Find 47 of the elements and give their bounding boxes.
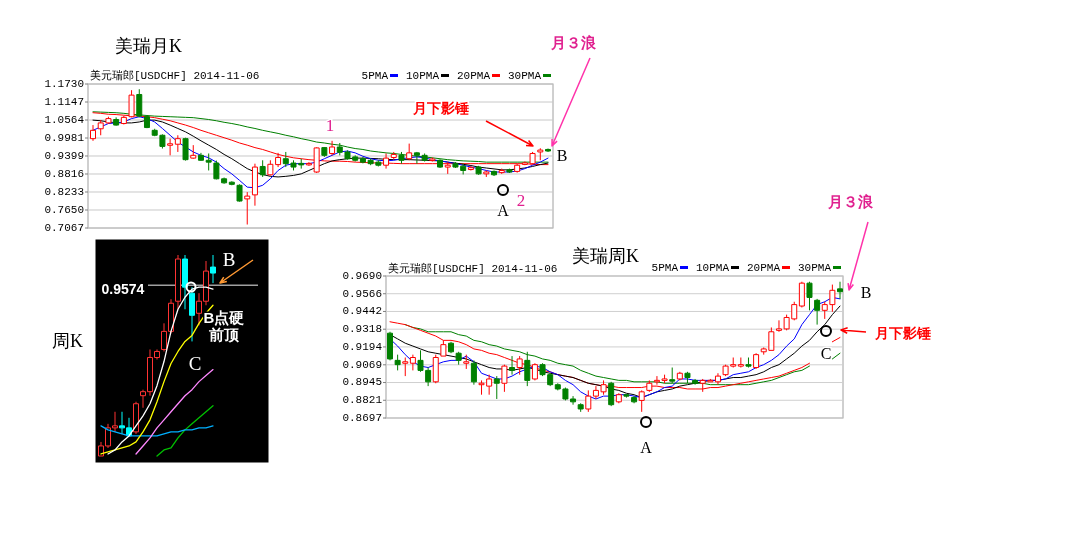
y-tick-label: 0.9981 (44, 131, 85, 144)
chart-title: 美瑞周K (572, 246, 639, 266)
text: 月下影锤 (874, 325, 931, 341)
y-tick-label: 1.1730 (44, 77, 84, 90)
annotation: 2 (516, 191, 526, 210)
legend-label: 5PMA (361, 70, 389, 82)
legend-label: 10PMA (696, 262, 730, 274)
legend-label: 20PMA (747, 262, 781, 274)
y-tick-label: 1.0564 (44, 113, 85, 126)
y-tick-label: 0.9566 (342, 287, 382, 300)
annotation: A (497, 202, 510, 219)
y-tick-label: 0.7067 (44, 221, 84, 234)
y-tick-label: 0.9318 (342, 323, 382, 336)
y-tick-label: 0.7650 (44, 203, 84, 216)
annotation: C (820, 345, 832, 362)
text: 周K (52, 331, 83, 351)
text: 月３浪 (549, 34, 597, 51)
legend-label: 5PMA (651, 262, 679, 274)
y-tick-label: 0.8821 (342, 394, 383, 407)
annotation: 1 (325, 116, 335, 135)
y-tick-label: 0.8945 (342, 376, 382, 389)
y-tick-label: 0.9069 (342, 358, 382, 371)
line-series (92, 116, 549, 189)
chart-subtitle: 美元瑞郎[USDCHF] 2014-11-06 (388, 262, 558, 275)
y-tick-label: 0.9442 (342, 305, 382, 318)
y-tick-label: 0.8697 (342, 411, 382, 424)
y-tick-label: 0.8233 (44, 185, 84, 198)
annotation: B点硬前顶 (203, 309, 245, 343)
legend-label: 30PMA (508, 70, 542, 82)
y-tick-label: 0.9399 (44, 149, 84, 162)
annotation: C (188, 353, 202, 374)
text: 月３浪 (826, 193, 874, 210)
y-tick-label: 0.8816 (44, 167, 84, 180)
annotation: 0.9574 (101, 281, 145, 297)
y-tick-label: 0.9690 (342, 269, 382, 282)
text: B (556, 147, 568, 164)
legend-label: 10PMA (406, 70, 440, 82)
chart-subtitle: 美元瑞郎[USDCHF] 2014-11-06 (90, 69, 260, 82)
text: B (222, 249, 236, 270)
y-tick-label: 0.9194 (342, 340, 383, 353)
legend-label: 20PMA (457, 70, 491, 82)
y-tick-label: 1.1147 (44, 95, 84, 108)
text: B (860, 284, 872, 301)
legend-label: 30PMA (798, 262, 832, 274)
annotation: 月下影锤 (412, 100, 469, 116)
chart-title: 美瑞月K (115, 36, 182, 56)
text: A (640, 439, 653, 456)
